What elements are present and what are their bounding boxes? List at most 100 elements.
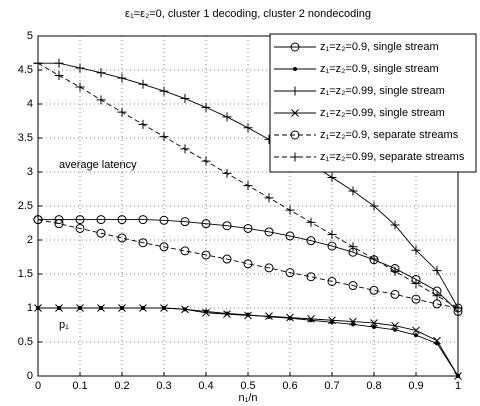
- marker: [290, 86, 300, 96]
- plot-frame: [37, 35, 459, 377]
- marker: [369, 201, 379, 211]
- marker: [306, 217, 316, 227]
- marker: [55, 304, 63, 312]
- marker: [54, 58, 64, 68]
- marker: [201, 250, 211, 260]
- marker: [327, 241, 337, 251]
- marker: [180, 144, 190, 154]
- marker: [159, 242, 169, 252]
- y-tick-label: 1.5: [18, 268, 33, 280]
- marker: [201, 102, 211, 112]
- marker: [96, 215, 106, 225]
- legend-label: z₁=z₂=0.9, single stream: [320, 41, 439, 53]
- y-tick-label: 2: [27, 234, 33, 246]
- y-tick-label: 3.5: [18, 132, 33, 144]
- marker: [327, 230, 337, 240]
- marker: [390, 289, 400, 299]
- marker: [265, 312, 273, 321]
- y-tick-label: 3: [27, 166, 33, 178]
- marker: [97, 304, 105, 312]
- marker: [393, 327, 397, 332]
- annotation: average latency: [59, 159, 137, 171]
- marker: [432, 291, 442, 301]
- marker: [138, 238, 148, 248]
- marker: [390, 220, 400, 230]
- marker: [138, 119, 148, 129]
- marker: [117, 73, 127, 83]
- chart-title: ε₁=ε₂=0, cluster 1 decoding, cluster 2 n…: [125, 8, 371, 20]
- marker: [138, 215, 148, 225]
- marker: [414, 333, 418, 338]
- marker: [285, 231, 295, 241]
- marker: [117, 233, 127, 243]
- marker: [327, 276, 337, 286]
- marker: [391, 321, 399, 330]
- marker: [54, 215, 64, 225]
- marker: [369, 254, 379, 264]
- marker: [348, 186, 358, 196]
- marker: [243, 181, 253, 191]
- marker: [306, 236, 316, 246]
- x-axis-label: n₁/n: [238, 392, 257, 404]
- marker: [351, 322, 355, 327]
- marker: [432, 266, 442, 276]
- x-tick-label: 0.9: [408, 380, 423, 392]
- legend-label: z₁=z₂=0.9, single stream: [320, 63, 439, 75]
- marker: [453, 303, 463, 313]
- y-tick-label: 5: [27, 30, 33, 42]
- y-tick-label: 4: [27, 98, 33, 110]
- marker: [75, 63, 85, 73]
- marker: [348, 281, 358, 291]
- y-tick-label: 1: [27, 302, 33, 314]
- x-tick-label: 0.1: [72, 380, 87, 392]
- marker: [411, 245, 421, 255]
- marker: [290, 130, 300, 140]
- annotation: p₁: [59, 319, 69, 331]
- marker: [372, 325, 376, 330]
- marker: [139, 304, 147, 312]
- marker: [291, 109, 299, 117]
- marker: [202, 308, 210, 317]
- marker: [54, 219, 64, 229]
- x-tick-label: 0: [35, 380, 41, 392]
- marker: [181, 305, 189, 314]
- marker: [264, 263, 274, 273]
- marker: [75, 223, 85, 233]
- legend-label: z₁=z₂=0.9, separate streams: [320, 129, 459, 141]
- marker: [390, 266, 400, 276]
- marker: [222, 112, 232, 122]
- marker: [117, 215, 127, 225]
- marker: [138, 79, 148, 89]
- legend-label: z₁=z₂=0.99, single stream: [320, 85, 445, 97]
- marker: [454, 372, 462, 380]
- marker: [286, 313, 294, 322]
- marker: [290, 42, 300, 52]
- series-line: [38, 219, 459, 312]
- x-tick-label: 1: [455, 380, 461, 392]
- marker: [433, 336, 441, 345]
- marker: [243, 259, 253, 269]
- x-tick-label: 0.2: [114, 380, 129, 392]
- x-tick-label: 0.4: [198, 380, 213, 392]
- legend-box: [269, 33, 477, 173]
- marker: [293, 67, 297, 71]
- marker: [411, 294, 421, 304]
- marker: [328, 316, 336, 325]
- marker: [159, 86, 169, 96]
- x-tick-label: 0.7: [324, 380, 339, 392]
- marker: [285, 268, 295, 278]
- marker: [244, 311, 252, 320]
- marker: [117, 107, 127, 117]
- marker: [201, 219, 211, 229]
- marker: [412, 326, 420, 335]
- marker: [243, 123, 253, 133]
- marker: [75, 82, 85, 92]
- marker: [96, 228, 106, 238]
- marker: [348, 242, 358, 252]
- marker: [327, 172, 337, 182]
- marker: [201, 156, 211, 166]
- marker: [33, 58, 43, 68]
- marker: [180, 246, 190, 256]
- marker: [180, 94, 190, 104]
